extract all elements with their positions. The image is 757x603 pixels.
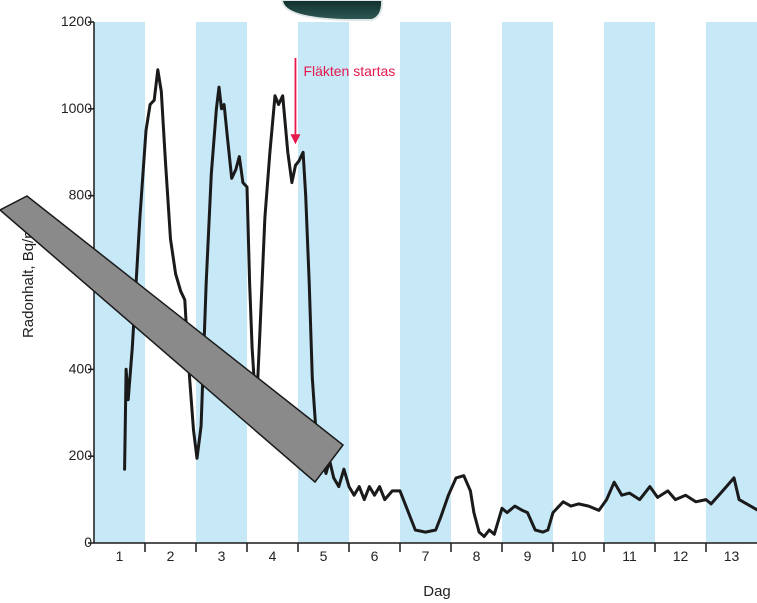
x-tick-label: 10 [571,548,587,564]
y-axis-title: Radonhalt, Bq/m3 [20,218,37,338]
x-axis-title: Dag [423,583,451,600]
y-tick-label: 1200 [61,13,92,29]
y-tick-label: 0 [84,534,92,550]
x-tick-label: 2 [167,548,175,564]
y-ticks: 0 200 400 800 1000 1200 [61,13,94,550]
top-decor-arc [280,0,384,21]
x-tick-label: 6 [371,548,379,564]
x-tick-label: 4 [269,548,277,564]
annotation-arrow-head [290,134,301,145]
x-tick-label: 5 [320,548,328,564]
day-bands [94,22,757,543]
y-tick-label: 200 [69,447,93,463]
y-tick-label: 400 [69,360,93,376]
radon-series-line [123,68,757,538]
x-tick-label: 12 [673,548,689,564]
x-tick-label: 13 [724,548,740,564]
day-band-11 [604,22,655,543]
x-tick-label: 11 [622,548,637,564]
day-band-7 [400,22,451,543]
annotation-label: Fläkten startas [303,63,395,79]
x-tick-label: 9 [524,548,532,564]
x-tick-label: 1 [116,548,124,564]
y-tick-label: 1000 [61,100,92,116]
x-tick-label: 3 [218,548,226,564]
y-tick-label: 800 [69,187,93,203]
x-ticks: 1 2 3 4 5 6 7 8 9 10 11 12 13 [116,543,740,564]
x-tick-label: 7 [422,548,430,564]
day-band-9 [502,22,553,543]
diagonal-overlay-bar [0,195,345,484]
day-band-13 [706,22,757,543]
x-tick-label: 8 [473,548,481,564]
